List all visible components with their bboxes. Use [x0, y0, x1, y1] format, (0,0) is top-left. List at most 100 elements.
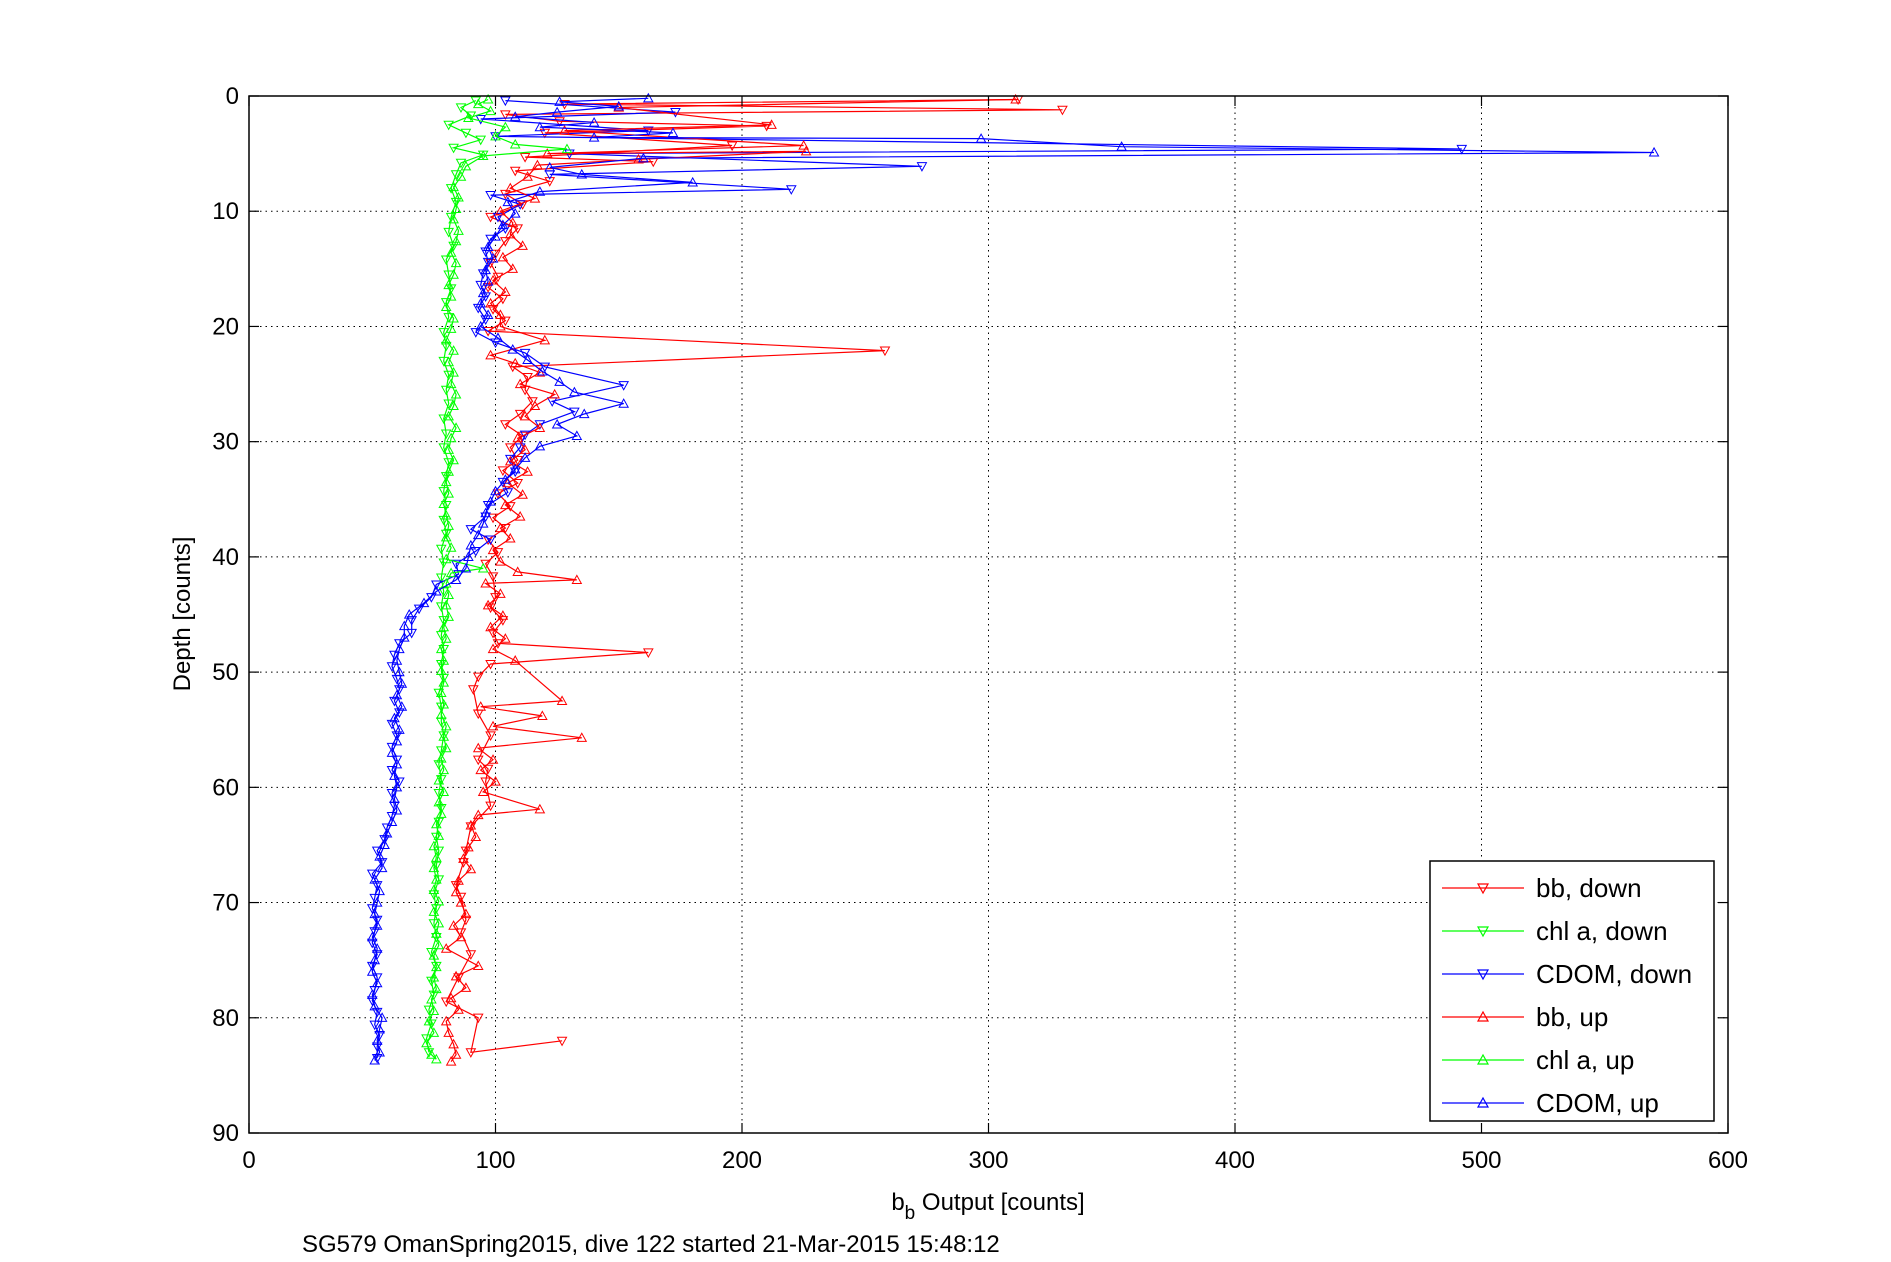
data-point: [495, 522, 506, 533]
data-point: [480, 777, 491, 788]
data-point: [1648, 146, 1660, 157]
y-tick-label: 0: [226, 83, 239, 110]
data-point: [487, 274, 499, 285]
data-point: [438, 515, 450, 526]
data-point: [500, 499, 511, 510]
data-point: [509, 138, 521, 149]
data-point: [472, 742, 484, 753]
data-point: [426, 1019, 437, 1030]
data-point: [534, 420, 546, 430]
x-tick-label: 400: [1215, 1147, 1255, 1174]
data-point: [509, 357, 521, 368]
x-axis-title-rest: Output [counts]: [915, 1189, 1084, 1216]
data-point: [443, 410, 455, 421]
data-point: [366, 904, 378, 914]
data-point: [785, 185, 797, 195]
series-line: [371, 97, 1655, 1061]
legend-box: [1429, 860, 1715, 1122]
data-point: [430, 873, 442, 884]
data-point: [529, 400, 541, 411]
data-point: [391, 731, 403, 742]
data-point: [445, 323, 457, 333]
data-point: [406, 616, 418, 626]
data-point: [443, 444, 455, 454]
y-tick-label: 50: [212, 659, 239, 686]
y-tick-label: 30: [212, 429, 239, 456]
data-point: [472, 98, 484, 109]
data-point: [495, 320, 506, 331]
data-point: [544, 161, 556, 172]
data-point: [371, 915, 383, 926]
data-point: [440, 553, 452, 564]
data-point: [440, 509, 452, 520]
data-point: [519, 152, 531, 163]
data-point: [465, 525, 477, 535]
data-point: [536, 365, 548, 376]
data-point: [443, 487, 455, 498]
data-point: [485, 659, 496, 670]
data-point: [435, 631, 447, 641]
legend-label: bb, up: [1536, 1002, 1608, 1032]
y-axis-title: Depth [counts]: [169, 537, 196, 692]
data-point: [394, 666, 405, 677]
data-point: [369, 873, 381, 884]
data-point: [440, 301, 452, 311]
data-point: [381, 827, 393, 838]
data-point: [559, 125, 570, 135]
data-point: [430, 1053, 442, 1064]
data-point: [389, 712, 400, 723]
data-point: [539, 128, 551, 139]
footer-caption: SG579 OmanSpring2015, dive 122 started 2…: [302, 1231, 1000, 1258]
data-point: [467, 685, 479, 695]
data-point: [443, 356, 455, 367]
data-point: [477, 562, 489, 573]
data-point: [492, 489, 504, 500]
data-point: [472, 809, 484, 820]
data-point: [443, 399, 455, 410]
data-point: [433, 774, 445, 785]
data-point: [514, 511, 526, 521]
data-point: [470, 328, 482, 338]
data-point: [443, 458, 455, 468]
data-point: [430, 585, 442, 596]
data-point: [421, 1037, 432, 1048]
data-point: [445, 378, 457, 389]
data-point: [482, 309, 494, 320]
data-point: [465, 539, 477, 550]
data-point: [455, 897, 467, 907]
data-point: [495, 555, 506, 566]
data-point: [490, 231, 501, 241]
data-point: [379, 835, 390, 845]
data-point: [433, 796, 445, 807]
x-tick-label: 600: [1708, 1147, 1748, 1174]
data-point: [445, 567, 457, 578]
data-point: [389, 650, 400, 661]
data-point: [798, 140, 809, 150]
data-point: [500, 633, 511, 643]
data-point: [504, 443, 516, 453]
data-point: [487, 513, 499, 524]
data-point: [448, 1038, 459, 1049]
data-point: [519, 410, 531, 421]
data-point: [438, 414, 450, 425]
data-point: [435, 709, 447, 719]
data-point: [465, 863, 477, 874]
data-point: [450, 388, 462, 399]
data-point: [975, 133, 987, 143]
data-point: [438, 655, 450, 665]
data-point: [443, 120, 455, 131]
data-point: [389, 770, 400, 780]
data-point: [509, 166, 521, 177]
y-tick-label: 90: [212, 1120, 239, 1147]
data-point: [472, 303, 484, 314]
data-point: [766, 119, 777, 129]
data-point: [551, 418, 563, 429]
data-point: [443, 611, 455, 621]
legend-label: chl a, up: [1536, 1045, 1634, 1075]
data-point: [435, 573, 447, 584]
data-point: [371, 897, 383, 907]
data-point: [514, 378, 526, 389]
data-point: [418, 597, 430, 608]
data-point: [509, 207, 521, 218]
data-point: [450, 559, 462, 570]
